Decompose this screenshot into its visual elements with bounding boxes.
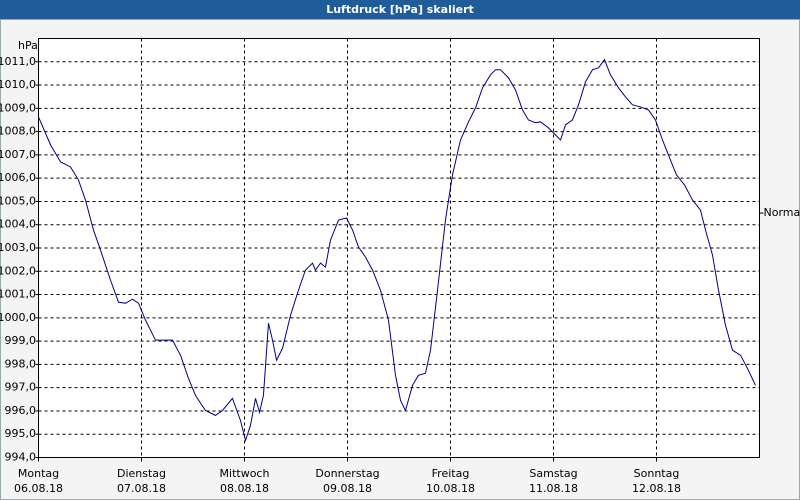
y-tick-label: 1000,0 [0,311,36,324]
y-tick-label: 998,0 [5,357,37,370]
x-tick-label: Dienstag 07.08.18 [116,467,167,495]
x-tick-label: Montag 06.08.18 [14,467,63,495]
y-tick-label: 1001,0 [0,288,36,301]
y-tick-label: 1006,0 [0,171,36,184]
x-tick-label: Samstag 11.08.18 [529,467,578,495]
y-tick-label: 999,0 [5,334,37,347]
y-axis-label: hPa [18,39,38,52]
y-tick-label: 1002,0 [0,264,36,277]
line-series [38,58,756,443]
y-tick-label: 994,0 [5,451,37,464]
x-tick-label: Sonntag 12.08.18 [632,467,681,495]
y-tick-label: 1003,0 [0,241,36,254]
y-tick-label: 1011,0 [0,55,36,68]
y-tick-label: 1009,0 [0,101,36,114]
y-tick-label: 1005,0 [0,194,36,207]
x-tick-label: Donnerstag 09.08.18 [315,467,380,495]
x-tick-label: Freitag 10.08.18 [426,467,475,495]
annotation: Normal [764,206,800,219]
y-tick-label: 1010,0 [0,78,36,91]
y-tick-label: 996,0 [5,404,37,417]
x-tick-label: Mittwoch 08.08.18 [219,467,270,495]
y-tick-label: 1008,0 [0,125,36,138]
y-tick-label: 997,0 [5,381,37,394]
chart-title: Luftdruck [hPa] skaliert [0,0,800,19]
y-tick-label: 1007,0 [0,148,36,161]
y-tick-label: 995,0 [5,427,37,440]
y-tick-label: 1004,0 [0,218,36,231]
